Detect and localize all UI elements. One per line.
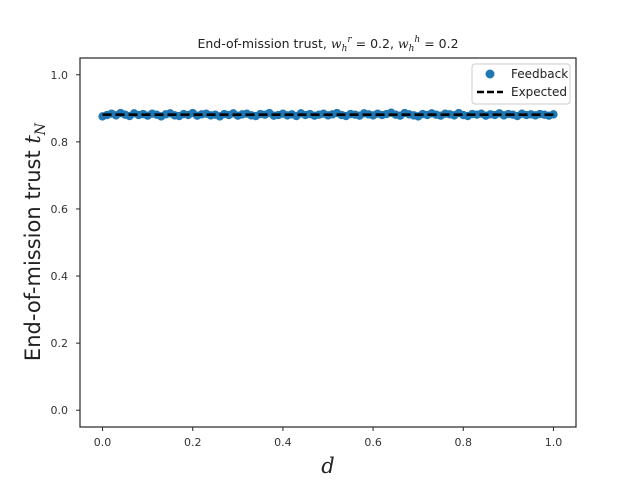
x-tick-label: 0.6 [364,436,382,449]
x-axis: 0.0 0.2 0.4 0.6 0.8 1.0 [94,427,562,449]
title-prefix: End-of-mission trust, [197,36,330,51]
y-tick-label: 0.6 [51,203,69,216]
y-tick-label: 0.4 [51,270,69,283]
title-w1-superscript: r [347,35,352,45]
y-tick-label: 0.0 [51,404,69,417]
y-axis-label: End-of-mission trust tN [21,122,49,361]
y-tick-label: 0.2 [51,337,69,350]
title-w2-superscript: h [414,35,420,45]
x-tick-label: 0.0 [94,436,112,449]
x-tick-label: 0.8 [455,436,473,449]
title-w2-subscript: h [409,44,415,54]
legend: Feedback Expected [471,63,571,105]
y-axis-label-symbol: t [21,135,45,144]
x-tick-label: 1.0 [545,436,563,449]
title-w1-value: = 0.2, [352,36,398,51]
chart-title: End-of-mission trust, whr = 0.2, whh = 0… [197,35,458,54]
legend-expected-label: Expected [511,85,567,99]
feedback-series [98,108,558,121]
y-axis-label-subscript: N [33,122,49,136]
y-axis: 0.0 0.2 0.4 0.6 0.8 1.0 [51,69,80,417]
y-tick-label: 0.8 [51,136,69,149]
x-tick-label: 0.4 [274,436,292,449]
title-w1-subscript: h [342,44,348,54]
title-w2-value: = 0.2 [420,36,458,51]
title-w-symbol-2: w [398,36,409,51]
x-tick-label: 0.2 [184,436,202,449]
legend-feedback-marker [485,69,495,79]
x-axis-label: d [321,454,334,478]
legend-feedback-label: Feedback [511,67,568,81]
y-tick-label: 1.0 [51,69,69,82]
title-w-symbol: w [331,36,342,51]
legend-box [471,63,571,105]
y-axis-label-text: End-of-mission trust [21,144,45,361]
